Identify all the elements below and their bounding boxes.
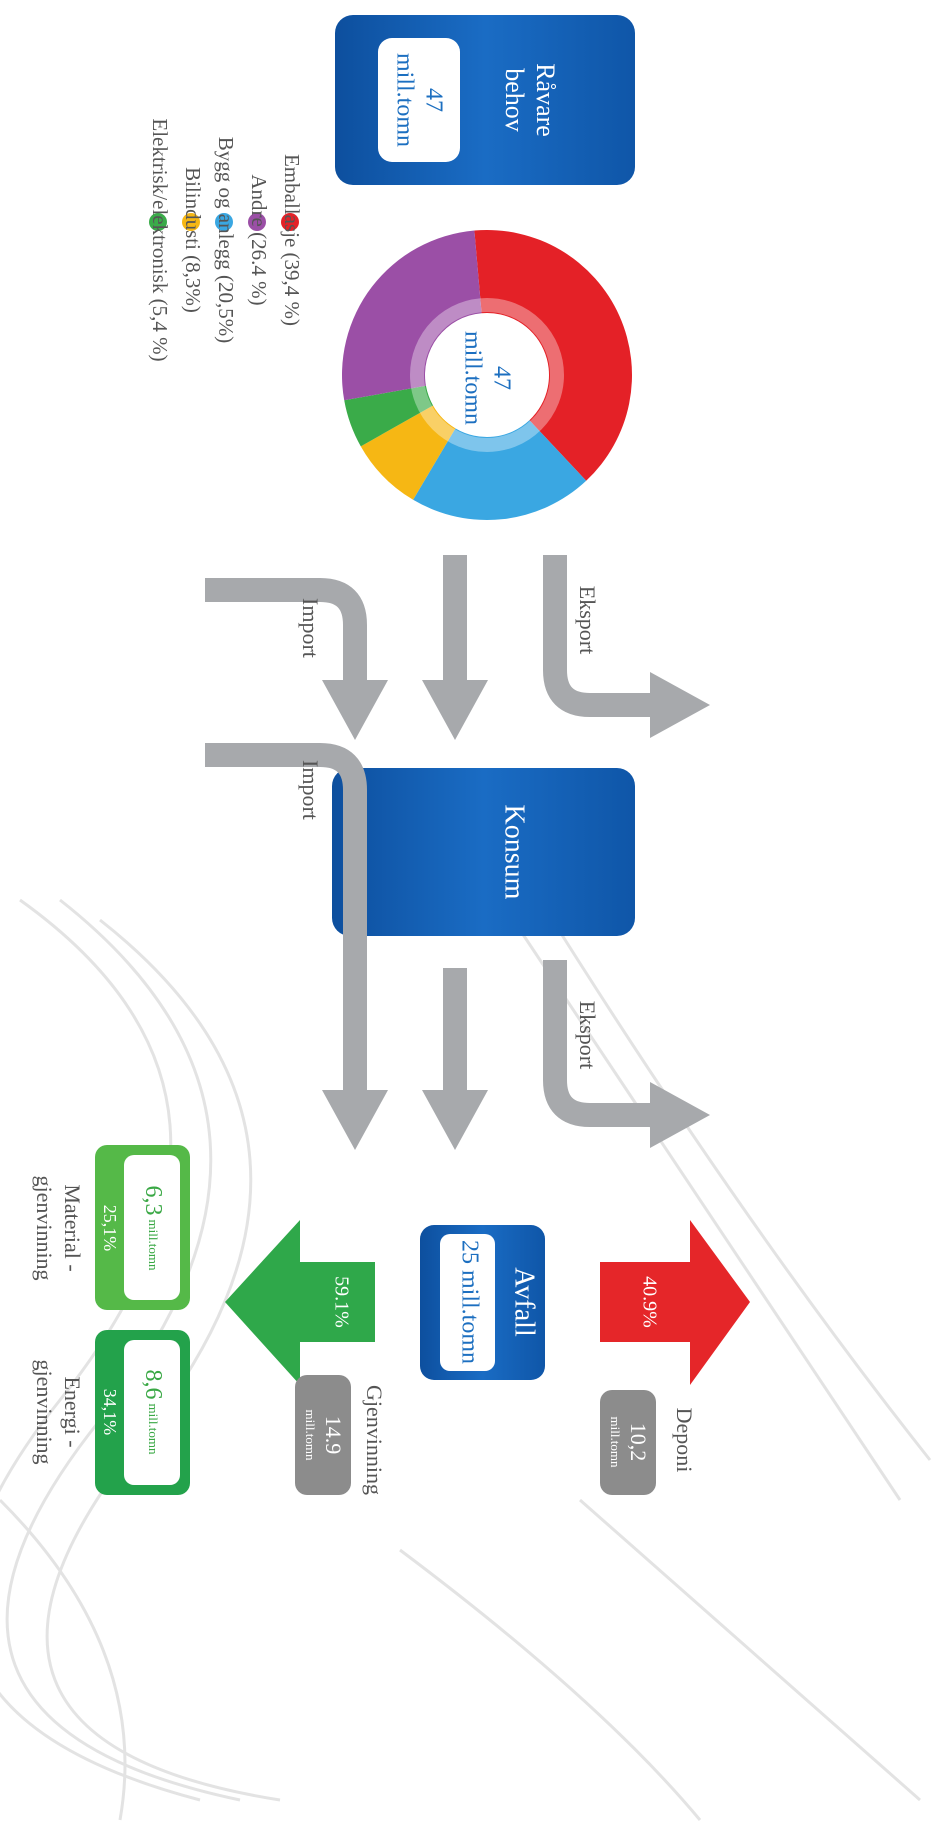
recovery-label: Gjenvinning [362, 1385, 387, 1495]
raw-material-title: behov [500, 68, 529, 132]
waste-title: Avfall [509, 1267, 540, 1337]
material-label: gjenvinning [32, 1175, 57, 1280]
energy-amount-box [124, 1340, 180, 1485]
recovery-percent: 59.1% [330, 1276, 352, 1328]
legend-label: Elektrisk/elektronisk (5,4 %) [148, 118, 172, 361]
donut-center: 47 [488, 366, 514, 390]
recovery-amount-box [295, 1375, 351, 1495]
legend-label: Bygg og anlegg (20,5%) [214, 137, 238, 343]
material-amount-value: 6,3 [140, 1186, 166, 1216]
import-arrow [205, 743, 367, 1095]
raw-material-title: Råvare [531, 63, 560, 137]
legend: Emballasje (39,4 %) Andre (26.4 %) Bygg og… [148, 118, 304, 361]
arrow-head [422, 1090, 488, 1150]
import-label: Import [298, 760, 323, 820]
arrow-head [650, 1082, 710, 1148]
legend-label: Emballasje (39,4 %) [280, 154, 304, 326]
landfill-amount-box [600, 1390, 656, 1495]
donut-segment [342, 230, 482, 401]
material-share: 25,1% [100, 1205, 120, 1252]
legend-dot [149, 213, 167, 231]
recovery-amount: mill.tomn [303, 1410, 318, 1461]
landfill-arrow [600, 1220, 750, 1385]
export-arrow [543, 960, 655, 1127]
energy-amount-unit: mill.tomn [146, 1404, 161, 1455]
energy-amount-value: 8,6 [140, 1370, 166, 1400]
energy-label: Energi - [60, 1376, 85, 1447]
energy-share: 34,1% [100, 1389, 120, 1436]
raw-material-amount-box [378, 38, 460, 162]
legend-dot [248, 213, 266, 231]
energy-label: gjenvinning [32, 1359, 57, 1464]
donut-shade [410, 298, 564, 452]
legend-label: Bilindusti (8,3%) [181, 167, 205, 313]
donut-chart [342, 230, 632, 520]
legend-dot [182, 213, 200, 231]
import-arrow [205, 578, 367, 685]
material-amount: 6,3 mill.tomn [140, 1186, 166, 1271]
consumption-label: Konsum [499, 805, 530, 900]
arrow-head [422, 680, 488, 740]
legend-dot [215, 213, 233, 231]
energy-amount: 8,6 mill.tomn [140, 1370, 166, 1455]
recovery-amount: 14.9 [321, 1416, 346, 1455]
export-label: Eksport [575, 1001, 600, 1069]
landfill-percent: 40.9% [638, 1276, 660, 1328]
landfill-label: Deponi [672, 1408, 697, 1473]
material-amount-unit: mill.tomn [146, 1220, 161, 1271]
arrow-head [322, 680, 388, 740]
raw-material-amount: mill.tomn [391, 53, 417, 147]
legend-dot [281, 213, 299, 231]
waste-amount-box [440, 1234, 495, 1371]
legend-label: Andre (26.4 %) [247, 174, 271, 305]
raw-material-amount: 47 [420, 88, 446, 112]
material-amount-box [124, 1155, 180, 1300]
donut-center: mill.tomn [459, 331, 485, 425]
arrow-head [650, 672, 710, 738]
landfill-amount: 10,2 [626, 1423, 651, 1462]
donut-segment [344, 385, 434, 447]
landfill-amount: mill.tomn [608, 1417, 623, 1468]
import-label: Import [298, 598, 323, 658]
export-label: Eksport [575, 586, 600, 654]
consumption-box [332, 768, 635, 936]
recovery-arrow [225, 1220, 375, 1385]
waste-amount: 25 mill.tomn [456, 1240, 482, 1364]
donut-segment [360, 405, 456, 500]
material-label: Material - [60, 1184, 85, 1271]
arrow-head [322, 1090, 388, 1150]
export-arrow [543, 555, 655, 717]
donut-segment [474, 230, 632, 481]
donut-segment [413, 420, 587, 520]
